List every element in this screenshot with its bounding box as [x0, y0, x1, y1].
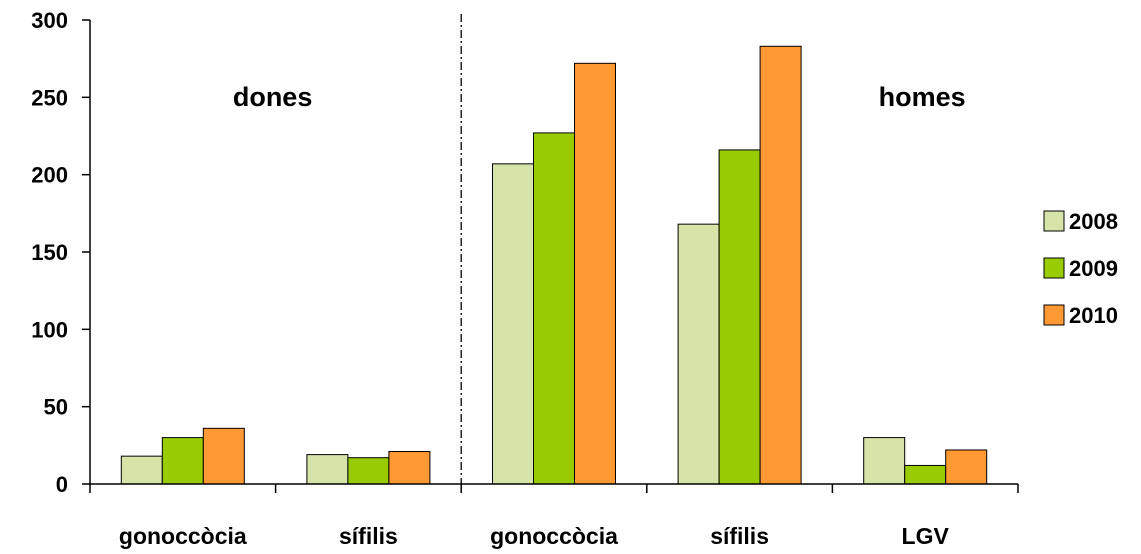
- bar-2009-2: [533, 132, 575, 485]
- legend-label-2008: 2008: [1069, 209, 1118, 234]
- legend-swatch-2009: [1043, 257, 1065, 279]
- bar-2009-0: [161, 437, 204, 485]
- category-label: gonoccòcia: [119, 523, 247, 549]
- group-label-homes: homes: [879, 82, 966, 112]
- legend-swatch-2010: [1043, 304, 1065, 326]
- y-tick-label: 0: [56, 472, 68, 497]
- category-labels: gonoccòcia sífilis gonoccòcia sífilis LGV: [119, 523, 950, 549]
- bars-layer: [120, 45, 988, 485]
- legend-label-2010: 2010: [1069, 303, 1118, 328]
- category-label: LGV: [902, 523, 950, 549]
- y-tick-label: 300: [31, 8, 68, 33]
- legend: 2008 2009 2010: [1043, 209, 1118, 328]
- y-tick-label: 100: [31, 317, 68, 342]
- bar-2010-4: [945, 449, 988, 485]
- y-ticks: 0 50 100 150 200 250 300: [31, 8, 90, 497]
- bar-2008-3: [677, 223, 720, 485]
- bar-2008-0: [120, 455, 163, 485]
- group-label-dones: dones: [233, 82, 313, 112]
- y-tick-label: 250: [31, 85, 68, 110]
- x-ticks: [89, 484, 1019, 493]
- bar-2009-4: [904, 464, 947, 485]
- category-label: sífilis: [710, 523, 769, 549]
- y-tick-label: 150: [31, 240, 68, 265]
- category-label: gonoccòcia: [490, 523, 618, 549]
- legend-label-2009: 2009: [1069, 256, 1118, 281]
- category-label: sífilis: [339, 523, 398, 549]
- y-tick-label: 50: [44, 395, 68, 420]
- bar-2008-4: [863, 437, 906, 485]
- bar-2010-2: [574, 62, 616, 485]
- bar-2008-2: [492, 163, 534, 485]
- bar-2008-1: [306, 454, 349, 485]
- bar-2009-3: [718, 149, 761, 485]
- bar-2009-1: [347, 457, 390, 485]
- bar-2010-0: [202, 427, 245, 485]
- bar-2010-3: [759, 45, 802, 485]
- bar-2010-1: [388, 451, 431, 485]
- group-labels: dones homes: [233, 82, 966, 112]
- legend-swatch-2008: [1043, 210, 1065, 232]
- y-tick-label: 200: [31, 163, 68, 188]
